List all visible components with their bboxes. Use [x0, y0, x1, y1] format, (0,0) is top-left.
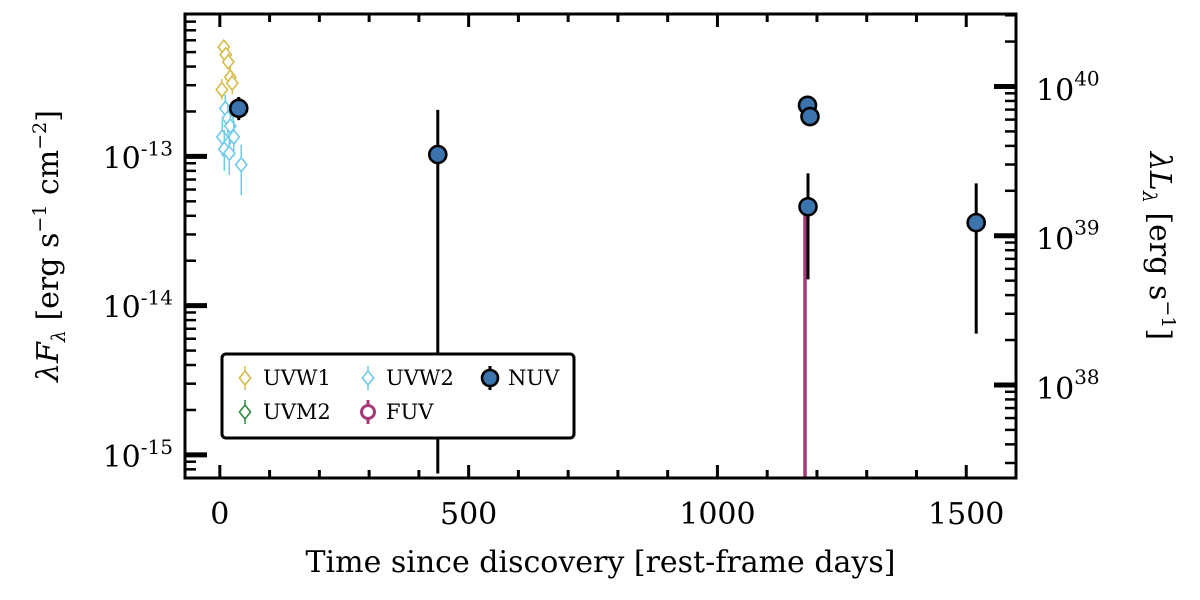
legend-marker-uvm2 — [238, 403, 252, 421]
y-right-tick-label: 1039 — [1036, 216, 1100, 258]
y-right-tick-label: 1038 — [1036, 365, 1100, 407]
nuv-point-1 — [427, 144, 448, 165]
legend-label-nuv: NUV — [508, 366, 560, 390]
data-marks — [215, 38, 986, 478]
series-uvw1 — [215, 38, 239, 100]
series-uvw2 — [215, 94, 248, 196]
uvw1-point-5 — [215, 81, 229, 98]
uvw2-point-7 — [234, 156, 248, 173]
legend-marker-uvw2 — [361, 369, 375, 387]
legend-entry-uvw2: UVW2 — [361, 366, 454, 390]
legend-label-uvm2: UVM2 — [263, 400, 331, 424]
legend-marker-fuv — [360, 404, 376, 420]
uvw2-point-3 — [215, 128, 229, 146]
plot-frame — [183, 12, 1018, 480]
series-nuv — [228, 95, 986, 474]
x-axis-title: Time since discovery [rest-frame days] — [306, 545, 896, 580]
legend-entry-fuv: FUV — [360, 400, 434, 424]
legend: UVW1 UVW2 NUV UVM2 FUV — [220, 352, 576, 440]
plot-area — [215, 38, 986, 478]
nuv-point-5 — [966, 212, 986, 233]
nuv-point-0 — [228, 98, 249, 119]
legend-entry-uvm2: UVM2 — [238, 400, 331, 424]
y-right-axis-title-text: λLλ [erg s−1] — [1138, 151, 1179, 340]
y-right-tick-label: 1040 — [1036, 66, 1100, 108]
y-left-tick-label: 10-13 — [103, 136, 173, 176]
y-left-tick-label: 10-15 — [103, 435, 173, 475]
uvw1-point-2 — [221, 53, 235, 71]
y-right-axis-title: λLλ [erg s−1] — [1138, 151, 1179, 340]
uvw2-point-6 — [222, 144, 236, 162]
x-tick-label: 500 — [440, 497, 497, 532]
axes-box — [183, 12, 1018, 480]
y-left-axis-title: λFλ [erg s−1 cm−2] — [29, 110, 70, 383]
legend-label-uvw1: UVW1 — [263, 366, 331, 390]
y-left-axis-title-text: λFλ [erg s−1 cm−2] — [29, 110, 70, 383]
uvw1-point-4 — [225, 74, 239, 92]
legend-label-uvw2: UVW2 — [386, 366, 454, 390]
nuv-point-3 — [800, 106, 820, 127]
axis-ticks — [185, 12, 1018, 478]
legend-label-fuv: FUV — [386, 400, 434, 424]
x-tick-label: 1000 — [679, 497, 755, 532]
legend-marker-uvw1 — [238, 369, 252, 387]
x-tick-label: 1500 — [928, 497, 1004, 532]
legend-entry-nuv: NUV — [480, 366, 560, 390]
legend-entry-uvw1: UVW1 — [238, 366, 331, 390]
axis-labels: 0 500 1000 1500 10-15 10-14 10-13 1038 1039 1040 T… — [29, 66, 1179, 580]
nuv-point-4 — [798, 196, 818, 217]
legend-marker-nuv — [480, 368, 500, 388]
x-tick-label: 0 — [210, 497, 229, 532]
y-left-tick-label: 10-14 — [103, 286, 173, 326]
